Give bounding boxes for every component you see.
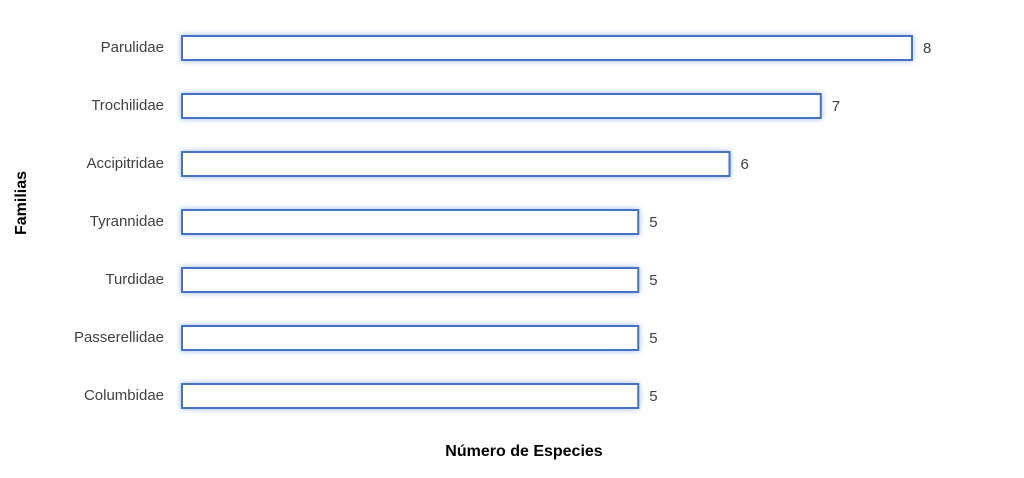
bar bbox=[181, 93, 822, 119]
bar bbox=[181, 209, 640, 235]
y-tick-label: Accipitridae bbox=[86, 155, 164, 172]
bar bbox=[181, 35, 913, 61]
y-tick-label: Turdidae bbox=[105, 271, 164, 288]
x-axis-title: Número de Especies bbox=[445, 443, 603, 460]
data-label: 8 bbox=[923, 40, 931, 57]
bar bbox=[181, 325, 640, 351]
data-label: 5 bbox=[649, 330, 657, 347]
bar bbox=[181, 267, 640, 293]
data-label: 5 bbox=[649, 214, 657, 231]
y-tick-label: Passerellidae bbox=[74, 329, 164, 346]
data-label: 7 bbox=[832, 98, 840, 115]
y-tick-label: Columbidae bbox=[84, 387, 164, 404]
bar bbox=[181, 151, 731, 177]
bar bbox=[181, 383, 640, 409]
data-label: 5 bbox=[649, 272, 657, 289]
data-label: 5 bbox=[649, 388, 657, 405]
y-tick-label: Trochilidae bbox=[91, 97, 164, 114]
y-tick-label: Parulidae bbox=[101, 39, 164, 56]
y-axis-title: Familias bbox=[13, 171, 30, 235]
data-label: 6 bbox=[741, 156, 749, 173]
y-tick-label: Tyrannidae bbox=[90, 213, 164, 230]
